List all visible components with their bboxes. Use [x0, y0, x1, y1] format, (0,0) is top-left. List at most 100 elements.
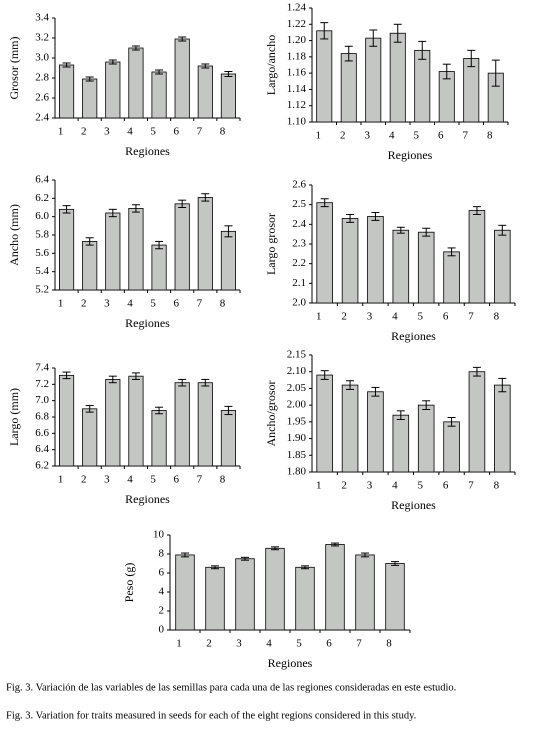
y-tick-label: 1.10: [287, 116, 307, 128]
x-tick-label: 1: [316, 480, 322, 492]
x-tick-label: 3: [367, 311, 373, 323]
x-tick-label: 8: [487, 130, 493, 142]
x-tick-label: 4: [127, 298, 133, 310]
bar: [151, 71, 167, 119]
bar: [205, 566, 225, 631]
x-tick-label: 6: [443, 311, 449, 323]
bar: [58, 64, 75, 119]
x-axis-label: Regiones: [388, 148, 433, 162]
x-tick-label: 3: [365, 130, 371, 142]
y-axis-label: Ancho/grosor: [264, 381, 278, 447]
y-tick-label: 1.12: [287, 99, 306, 111]
x-tick-label: 1: [316, 311, 322, 323]
x-tick-label: 7: [463, 130, 469, 142]
y-tick-label: 7.4: [35, 362, 49, 374]
y-tick-label: 7.0: [35, 394, 49, 406]
y-tick-label: 2.4: [292, 218, 306, 230]
y-tick-label: 6.2: [35, 460, 49, 472]
x-tick-label: 1: [58, 474, 64, 486]
bar: [494, 229, 511, 304]
x-tick-label: 6: [326, 638, 332, 650]
x-axis-label: Regiones: [268, 656, 313, 670]
x-tick-label: 4: [127, 126, 133, 138]
x-axis-label: Regiones: [391, 498, 436, 512]
y-tick-label: 8: [159, 548, 165, 560]
bar: [82, 408, 98, 467]
bar: [105, 212, 121, 291]
x-tick-label: 4: [127, 474, 133, 486]
bar: [365, 37, 382, 123]
y-tick-label: 1.20: [287, 34, 307, 46]
x-tick-label: 6: [438, 130, 444, 142]
x-tick-label: 5: [150, 298, 156, 310]
y-tick-label: 2.00: [287, 399, 307, 411]
x-tick-label: 5: [417, 311, 423, 323]
bar: [220, 410, 237, 467]
bar: [325, 544, 345, 631]
x-tick-label: 1: [58, 126, 64, 138]
y-tick-label: 1.90: [287, 432, 307, 444]
bar: [128, 375, 144, 467]
bar: [220, 73, 237, 119]
x-tick-label: 5: [150, 474, 156, 486]
y-axis-label: Largo (mm): [7, 388, 21, 446]
bar: [389, 32, 406, 123]
y-tick-label: 3.0: [35, 52, 49, 64]
caption-es: Fig. 3. Variación de las variables de la…: [6, 682, 456, 693]
y-axis-label: Largo grosor: [264, 213, 278, 275]
y-tick-label: 3.4: [35, 12, 49, 24]
bar: [105, 61, 121, 119]
x-tick-label: 8: [220, 474, 226, 486]
x-axis-label: Regiones: [391, 329, 436, 343]
y-tick-label: 6.4: [35, 174, 49, 186]
y-tick-label: 2.8: [35, 72, 49, 84]
y-tick-label: 1.18: [287, 50, 307, 62]
y-tick-label: 2.5: [292, 198, 306, 210]
y-tick-label: 2.2: [292, 257, 306, 269]
bar: [341, 384, 359, 473]
x-axis-label: Regiones: [125, 316, 170, 330]
x-tick-label: 2: [206, 638, 212, 650]
y-tick-label: 1.85: [287, 449, 307, 461]
x-axis-label: Regiones: [125, 492, 170, 506]
y-tick-label: 1.95: [287, 415, 307, 427]
x-tick-label: 7: [468, 480, 474, 492]
y-tick-label: 6.8: [35, 411, 49, 423]
x-tick-label: 3: [104, 126, 110, 138]
caption-en: Fig. 3. Variation for traits measured in…: [6, 710, 416, 721]
bar: [367, 391, 384, 473]
y-tick-label: 1.14: [287, 83, 307, 95]
bar: [174, 382, 190, 467]
y-axis-label: Ancho (mm): [7, 204, 21, 266]
bar: [128, 47, 144, 119]
x-tick-label: 8: [220, 126, 226, 138]
y-tick-label: 5.8: [35, 229, 49, 241]
bar: [58, 374, 75, 467]
y-tick-label: 1.22: [287, 18, 306, 30]
x-tick-label: 5: [414, 130, 420, 142]
bar: [443, 251, 460, 304]
bar: [355, 554, 375, 631]
bar: [235, 558, 255, 631]
x-tick-label: 5: [150, 126, 156, 138]
x-tick-label: 3: [367, 480, 373, 492]
x-tick-label: 8: [220, 298, 226, 310]
x-tick-label: 7: [356, 638, 362, 650]
bar: [392, 229, 410, 304]
bar: [468, 210, 486, 304]
x-tick-label: 2: [81, 474, 87, 486]
y-axis-label: Peso (g): [122, 563, 136, 603]
bar: [295, 566, 315, 631]
y-tick-label: 2.05: [287, 382, 307, 394]
bar: [385, 563, 405, 631]
y-tick-label: 2.10: [287, 365, 307, 377]
bar: [417, 404, 435, 473]
y-axis-label: Grosor (mm): [7, 37, 21, 100]
y-tick-label: 1.24: [287, 2, 307, 14]
bar: [174, 38, 190, 119]
x-tick-label: 4: [392, 311, 398, 323]
y-tick-label: 1.80: [287, 466, 307, 478]
bar: [220, 230, 237, 291]
y-tick-label: 6.6: [35, 427, 49, 439]
